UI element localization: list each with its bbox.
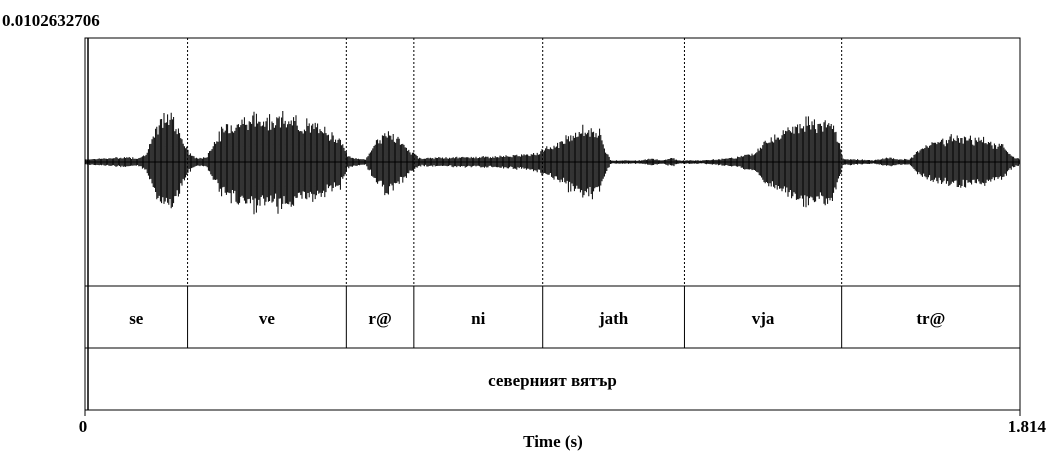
waveform-signal (85, 111, 1021, 215)
x-tick-label-start: 0 (79, 417, 88, 436)
syllable-tier (84, 285, 1021, 349)
syllable-label[interactable]: ve (259, 309, 276, 328)
syllable-label[interactable]: tr@ (916, 309, 945, 328)
syllable-intervals: se ve r@ ni jath vja tr@ (129, 286, 945, 348)
syllable-label[interactable]: vja (752, 309, 775, 328)
waveform-path (85, 111, 1021, 215)
word-label[interactable]: северният вятър (488, 371, 617, 390)
word-intervals: северният вятър (488, 371, 617, 390)
amplitude-max-label: 0.0102632706 (2, 11, 100, 30)
x-tick-label-end: 1.814 (1008, 417, 1047, 436)
syllable-label[interactable]: r@ (368, 309, 391, 328)
syllable-label[interactable]: ni (471, 309, 485, 328)
syllable-label[interactable]: jath (598, 309, 629, 328)
syllable-label[interactable]: se (129, 309, 144, 328)
x-axis-label: Time (s) (523, 432, 583, 451)
